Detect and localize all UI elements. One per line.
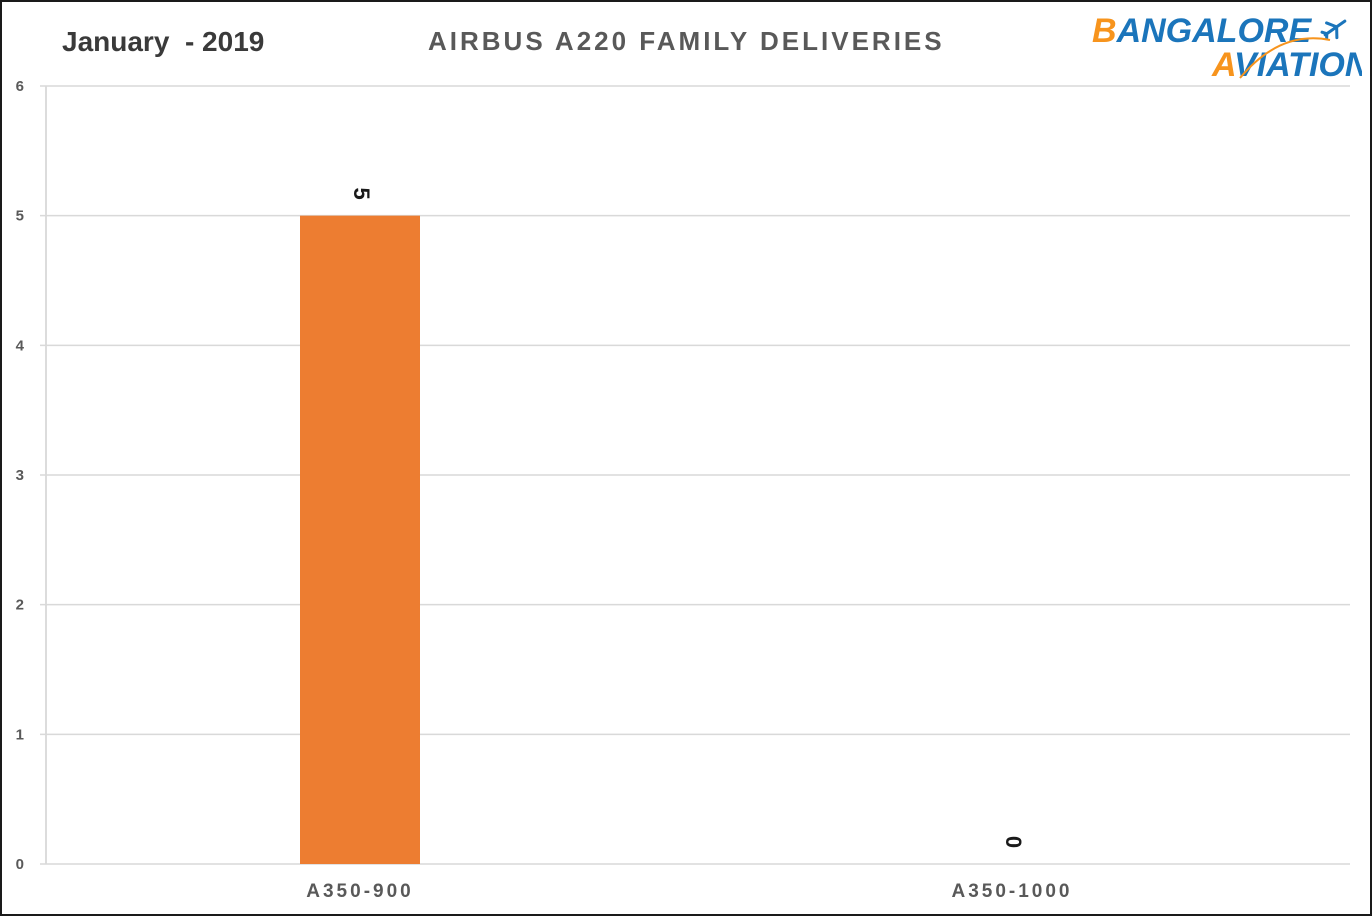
bar xyxy=(300,215,420,864)
y-tick-label: 3 xyxy=(16,467,24,484)
y-axis-ticks: 0 1 2 3 4 5 6 xyxy=(16,78,25,873)
logo-letter-b: B xyxy=(1092,12,1117,50)
gridlines xyxy=(40,85,1350,865)
y-tick-label: 6 xyxy=(16,78,24,95)
y-tick-label: 5 xyxy=(16,208,24,225)
svg-text:BANGALORE: BANGALORE xyxy=(1092,12,1312,50)
y-tick-label: 1 xyxy=(16,726,24,743)
logo-swoosh xyxy=(1239,37,1331,79)
data-label: 5 xyxy=(349,188,374,200)
x-category-label: A350-900 xyxy=(306,881,413,902)
logo-letter-a: A xyxy=(1211,46,1235,82)
y-tick-label: 0 xyxy=(16,856,24,873)
logo: BANGALORE AVIATION xyxy=(1092,12,1362,82)
x-axis-categories: A350-900 A350-1000 xyxy=(306,881,1072,902)
date-label: January - 2019 xyxy=(62,26,265,57)
logo-word-angalore: ANGALORE xyxy=(1116,12,1313,50)
svg-text:AVIATION: AVIATION xyxy=(1211,46,1362,82)
bars xyxy=(300,215,420,864)
x-category-label: A350-1000 xyxy=(951,881,1072,902)
data-label: 0 xyxy=(1001,836,1026,848)
airplane-icon xyxy=(1320,19,1347,41)
data-labels: 50 xyxy=(349,188,1026,849)
logo-word-viation: VIATION xyxy=(1234,46,1362,82)
y-tick-label: 4 xyxy=(16,337,25,354)
y-tick-label: 2 xyxy=(16,597,24,614)
chart-title: AIRBUS A220 FAMILY DELIVERIES xyxy=(428,26,945,56)
